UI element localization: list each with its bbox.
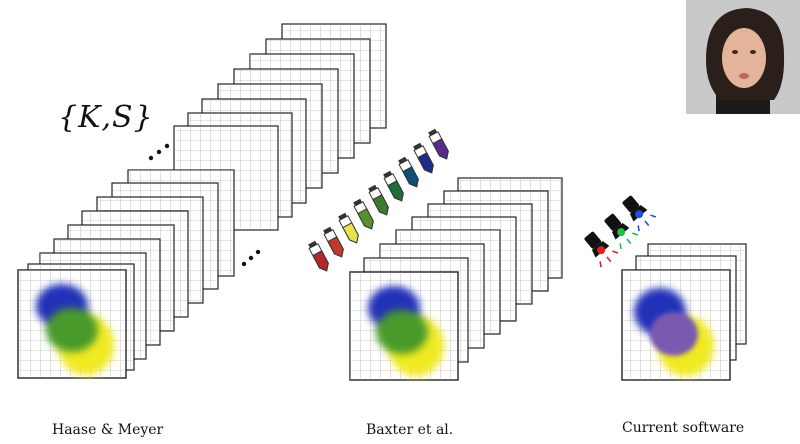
paint-tube-icon: [413, 142, 434, 174]
flashlights-icon-group: [584, 195, 657, 268]
paint-tube-icon: [323, 226, 344, 258]
far-layer-cluster: [173, 23, 387, 231]
paint-tube-icon: [428, 128, 449, 160]
flashlight-icon: [604, 213, 639, 250]
current-paint-blobs: [634, 288, 714, 376]
paint-tube-icon: [368, 184, 389, 216]
baxter-layer-stack: [349, 177, 563, 381]
paint-tube-icon: [398, 156, 419, 188]
presenter-webcam: [686, 0, 800, 114]
haase-meyer-layer-stack: [17, 23, 387, 379]
haase-paint-blobs: [36, 284, 114, 375]
ks-notation: {K,S}: [58, 100, 154, 135]
paint-tubes-icon-row: [308, 128, 449, 272]
caption-baxter: Baxter et al.: [366, 422, 454, 438]
presenter-face: [722, 28, 766, 88]
baxter-front-canvas: [349, 271, 459, 381]
current-front-canvas: [621, 269, 731, 381]
caption-haase-meyer: Haase & Meyer: [52, 422, 164, 438]
ellipsis-dots-lower: [241, 249, 261, 267]
paint-tube-icon: [308, 240, 329, 272]
paint-tube-icon: [338, 212, 359, 244]
flashlight-icon: [622, 195, 657, 232]
caption-current-software: Current software: [622, 420, 745, 436]
flashlight-icon: [584, 231, 619, 268]
ellipsis-dots-upper: [148, 143, 170, 161]
current-software-layer-stack: [621, 243, 747, 381]
haase-front-canvas: [17, 269, 127, 379]
paint-tube-icon: [353, 198, 374, 230]
baxter-paint-blobs: [368, 286, 444, 376]
paint-tube-icon: [383, 170, 404, 202]
